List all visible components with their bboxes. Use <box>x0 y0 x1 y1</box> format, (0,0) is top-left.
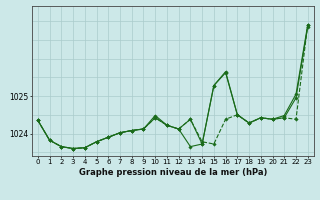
X-axis label: Graphe pression niveau de la mer (hPa): Graphe pression niveau de la mer (hPa) <box>79 168 267 177</box>
